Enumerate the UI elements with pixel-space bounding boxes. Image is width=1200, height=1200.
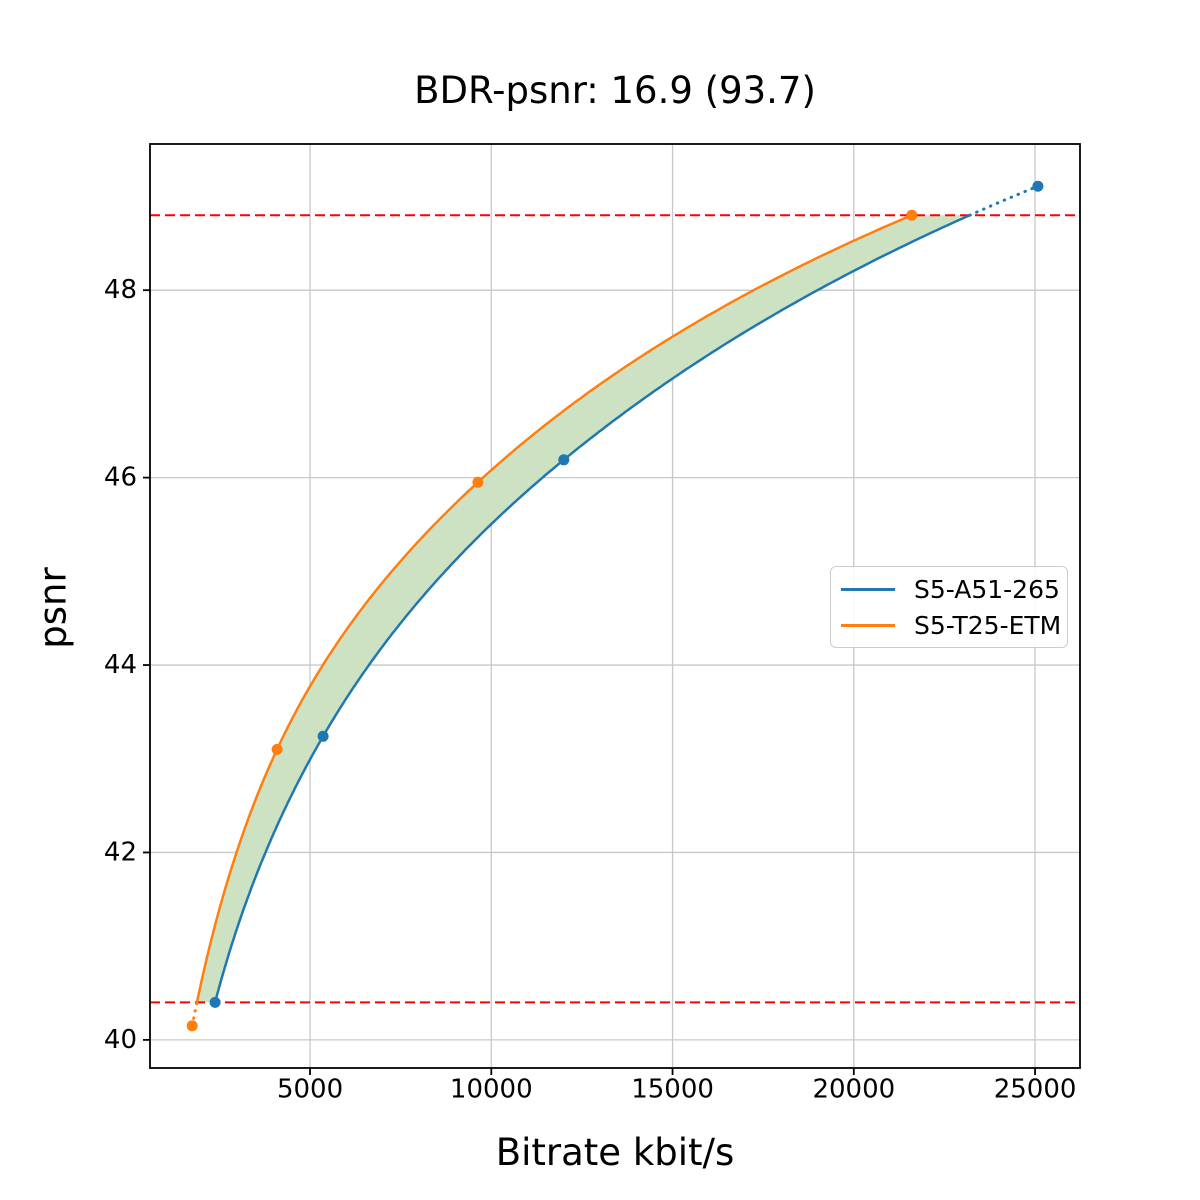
data-point-s5-t25-etm	[906, 209, 918, 221]
data-point-s5-a51-265	[558, 454, 570, 466]
x-tick-label: 20000	[812, 1074, 895, 1104]
data-point-s5-t25-etm	[472, 476, 484, 488]
curve-s5-a51-265	[213, 214, 971, 1003]
data-point-s5-a51-265	[317, 730, 329, 742]
y-axis-label: psnr	[31, 567, 75, 649]
legend-line-sample-blue	[841, 587, 895, 591]
data-point-s5-t25-etm	[271, 743, 283, 755]
data-point-s5-a51-265	[1032, 180, 1044, 192]
chart-title: BDR-psnr: 16.9 (93.7)	[414, 69, 816, 112]
y-tick-label: 46	[104, 463, 137, 493]
y-tick-label: 42	[104, 837, 137, 867]
curve-s5-t25-etm	[195, 214, 913, 1003]
legend-item-s5-a51-265: S5-A51-265	[841, 571, 1067, 607]
x-tick-label: 15000	[631, 1074, 714, 1104]
curve-dotted-s5-a51-265	[968, 184, 1040, 217]
data-point-s5-a51-265	[209, 996, 221, 1008]
x-tick-label: 10000	[450, 1074, 533, 1104]
legend-label: S5-T25-ETM	[914, 610, 1062, 640]
y-tick-label: 48	[104, 275, 137, 305]
data-point-s5-t25-etm	[186, 1020, 198, 1032]
legend-label: S5-A51-265	[914, 574, 1060, 604]
y-tick-label: 40	[104, 1025, 137, 1055]
legend-item-s5-t25-etm: S5-T25-ETM	[841, 607, 1067, 643]
legend-line-sample-orange	[841, 623, 895, 627]
plot-border	[149, 143, 1081, 1069]
x-tick-label: 5000	[277, 1074, 343, 1104]
x-axis-label: Bitrate kbit/s	[495, 1131, 735, 1174]
legend: S5-A51-265 S5-T25-ETM	[830, 566, 1068, 648]
y-tick-label: 44	[104, 650, 137, 680]
x-tick-label: 25000	[994, 1074, 1077, 1104]
